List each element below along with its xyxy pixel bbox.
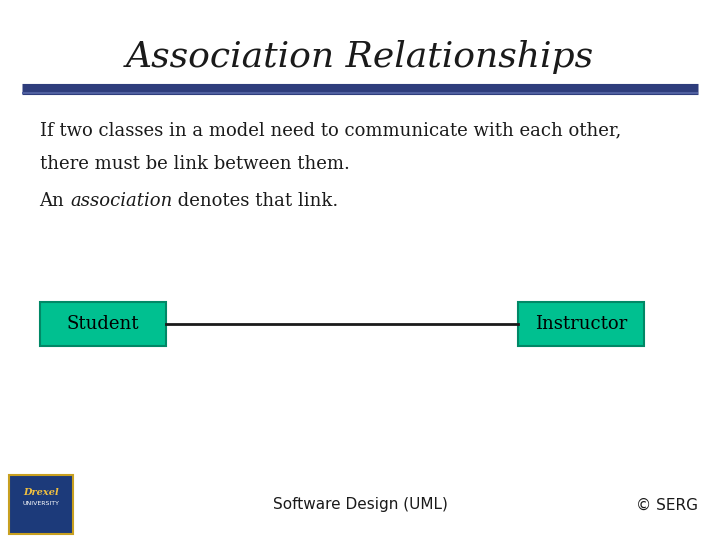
Text: Association Relationships: Association Relationships	[126, 40, 594, 73]
Text: denotes that link.: denotes that link.	[172, 192, 338, 210]
Text: Software Design (UML): Software Design (UML)	[273, 497, 447, 512]
FancyBboxPatch shape	[9, 475, 73, 534]
Text: there must be link between them.: there must be link between them.	[40, 155, 349, 173]
Text: An: An	[40, 192, 70, 210]
Text: © SERG: © SERG	[636, 497, 698, 512]
FancyBboxPatch shape	[518, 302, 644, 346]
Text: Instructor: Instructor	[535, 315, 628, 333]
Text: association: association	[70, 192, 172, 210]
Text: If two classes in a model need to communicate with each other,: If two classes in a model need to commun…	[40, 122, 621, 139]
Text: Drexel: Drexel	[23, 488, 59, 497]
Text: Student: Student	[66, 315, 139, 333]
Text: UNIVERSITY: UNIVERSITY	[22, 501, 60, 506]
FancyBboxPatch shape	[40, 302, 166, 346]
